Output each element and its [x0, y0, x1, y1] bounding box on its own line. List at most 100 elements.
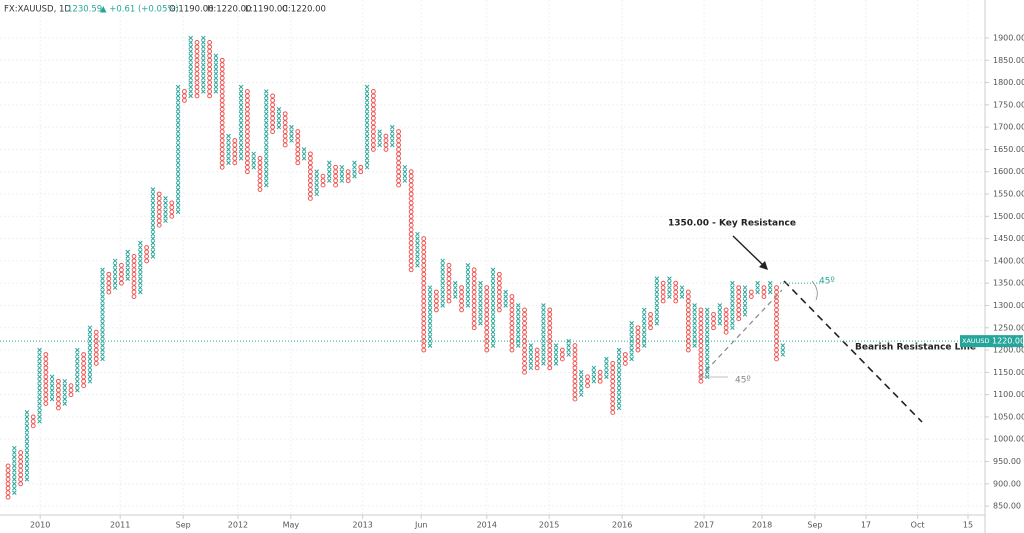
x-box: [213, 62, 219, 68]
x-tick-label: Sep: [176, 521, 191, 530]
price-tag-symbol: XAUUSD: [962, 337, 990, 345]
x-box: [150, 191, 156, 197]
x-box: [704, 370, 710, 375]
o-box: [56, 383, 61, 389]
x-box: [427, 329, 433, 335]
o-box: [660, 294, 666, 299]
x-box: [175, 205, 181, 210]
x-box: [515, 329, 521, 335]
x-box: [629, 356, 634, 362]
price-tag-value: 1220.00: [992, 337, 1024, 346]
o-box: [509, 311, 515, 317]
x-box: [100, 312, 105, 317]
x-box: [314, 169, 319, 175]
x-column: [629, 321, 634, 362]
o-column: [144, 245, 150, 264]
x-box: [490, 285, 496, 290]
o-box: [194, 84, 200, 90]
x-box: [138, 254, 143, 259]
o-column: [118, 262, 124, 286]
x-box: [327, 169, 332, 175]
o-box: [270, 97, 276, 103]
x-box: [175, 120, 181, 125]
o-box: [572, 374, 578, 380]
o-box: [244, 133, 250, 139]
x-box: [427, 334, 433, 339]
o-box: [282, 142, 288, 148]
o-box: [572, 378, 578, 384]
o-box: [408, 173, 414, 179]
y-tick-label: 1400.00: [993, 256, 1024, 265]
x-box: [616, 387, 622, 393]
x-box: [37, 361, 42, 366]
o-box: [282, 133, 288, 139]
o-box: [547, 325, 553, 331]
o-box: [685, 289, 691, 295]
x-box: [188, 66, 193, 72]
o-box: [572, 383, 578, 389]
x-box: [364, 120, 370, 125]
o-box: [219, 160, 225, 166]
x-tick-label: 17: [861, 521, 871, 530]
x-box: [717, 321, 723, 326]
o-box: [610, 369, 616, 375]
o-box: [5, 494, 11, 500]
x-box: [175, 133, 181, 139]
o-box: [5, 481, 11, 487]
x-box: [49, 392, 55, 397]
x-box: [478, 294, 483, 299]
x-box: [188, 84, 193, 90]
o-box: [774, 329, 779, 335]
o-box: [660, 289, 666, 295]
o-box: [572, 343, 578, 349]
o-box: [219, 84, 225, 90]
x-box: [528, 365, 534, 371]
x-box: [730, 321, 735, 326]
o-box: [244, 138, 250, 143]
o-column: [194, 40, 200, 99]
x-box: [440, 276, 445, 281]
o-box: [244, 155, 250, 161]
x-box: [553, 347, 559, 353]
x-box: [427, 321, 433, 326]
y-tick-label: 1650.00: [993, 145, 1024, 154]
x-box: [188, 75, 193, 81]
x-box: [12, 445, 17, 451]
o-column: [270, 93, 276, 135]
o-box: [471, 271, 477, 277]
x-box: [427, 312, 433, 317]
x-box: [780, 343, 786, 348]
o-box: [673, 289, 679, 295]
x-box: [301, 156, 307, 161]
o-box: [421, 289, 427, 295]
o-box: [307, 160, 313, 166]
o-box: [610, 396, 616, 402]
x-box: [654, 298, 660, 304]
o-box: [509, 294, 515, 299]
o-box: [509, 316, 515, 322]
o-box: [484, 325, 490, 331]
x-box: [226, 160, 231, 166]
o-box: [723, 329, 729, 335]
o-box: [194, 53, 200, 59]
x-column: [289, 124, 294, 143]
x-box: [389, 142, 395, 148]
x-box: [163, 205, 168, 210]
o-box: [509, 347, 515, 353]
x-box: [201, 57, 206, 63]
o-box: [18, 472, 24, 478]
o-box: [396, 129, 402, 135]
y-tick-label: 1350.00: [993, 279, 1024, 288]
x-box: [490, 267, 496, 273]
x-box: [150, 231, 156, 237]
o-box: [333, 173, 339, 179]
x-box: [465, 263, 471, 268]
x-box: [264, 142, 269, 148]
o-column: [459, 285, 464, 313]
o-column: [181, 89, 187, 103]
o-box: [194, 62, 200, 68]
o-box: [194, 93, 200, 99]
o-box: [295, 151, 301, 157]
x-box: [49, 374, 55, 380]
